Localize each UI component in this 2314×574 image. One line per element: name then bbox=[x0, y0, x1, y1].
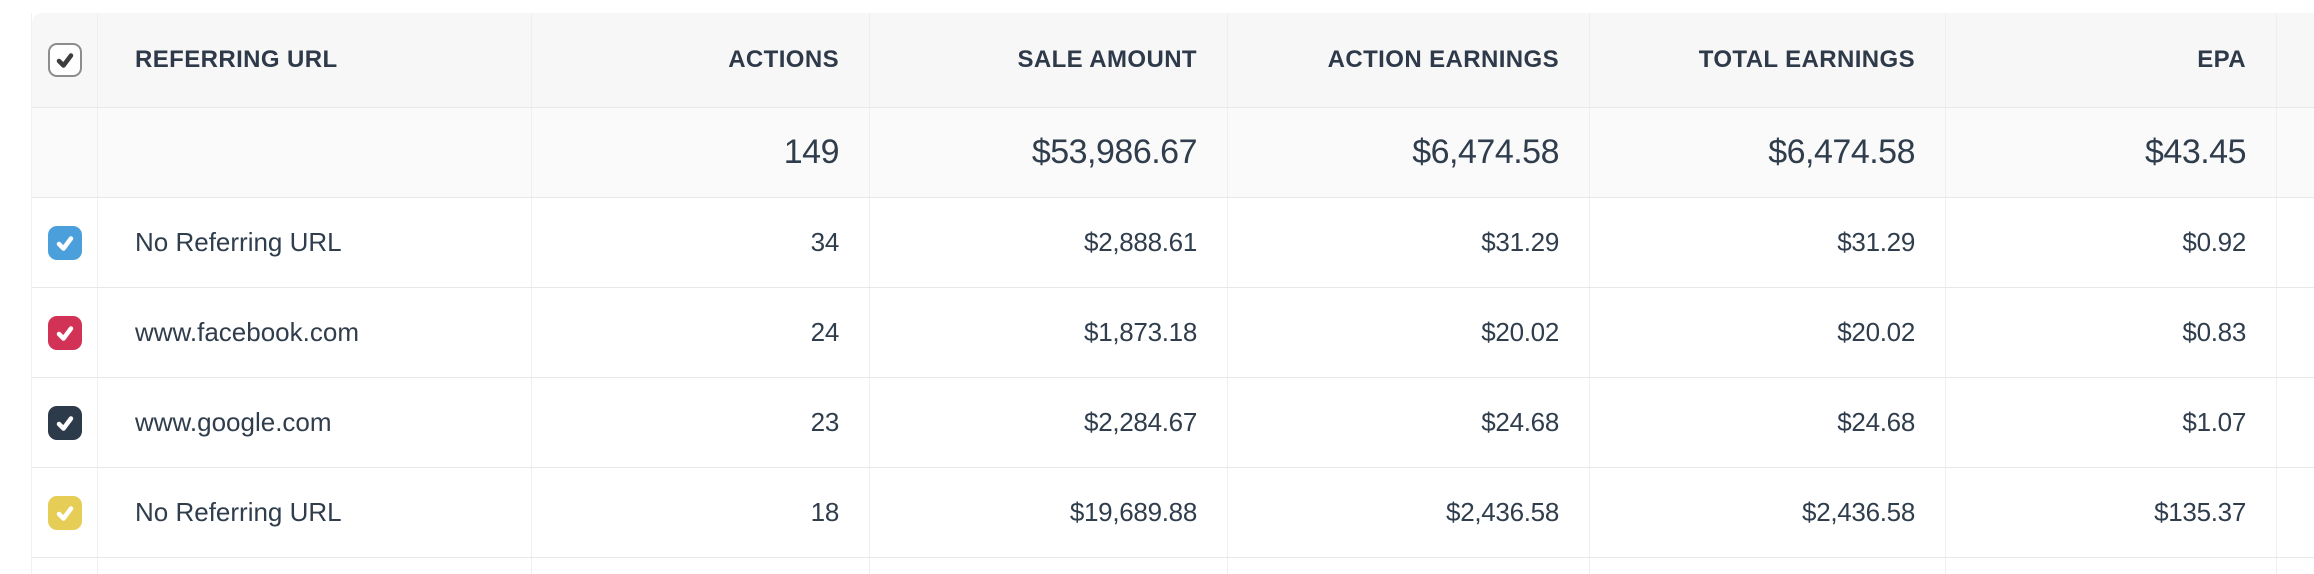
total-earnings-cell: $24.68 bbox=[1590, 378, 1946, 467]
total-earnings-cell: $31.29 bbox=[1590, 198, 1946, 287]
referring-url-cell bbox=[98, 558, 532, 574]
totals-action-earnings: $6,474.58 bbox=[1228, 108, 1590, 197]
row-checkbox[interactable] bbox=[47, 405, 82, 440]
totals-sale-amount: $53,986.67 bbox=[870, 108, 1228, 197]
totals-row: 149 $53,986.67 $6,474.58 $6,474.58 $43.4… bbox=[32, 108, 2314, 198]
actions-cell: 34 bbox=[532, 198, 870, 287]
check-icon bbox=[56, 415, 73, 431]
row-checkbox[interactable] bbox=[47, 315, 82, 350]
table-row: www.google.com 23 $2,284.67 $24.68 $24.6… bbox=[32, 378, 2314, 468]
row-select-cell bbox=[32, 468, 98, 557]
sale-amount-cell: $1,873.18 bbox=[870, 288, 1228, 377]
referring-url-cell: No Referring URL bbox=[98, 468, 532, 557]
referring-url-report-table: REFERRING URL ACTIONS SALE AMOUNT ACTION… bbox=[31, 13, 2314, 574]
actions-cell bbox=[532, 558, 870, 574]
actions-cell: 23 bbox=[532, 378, 870, 467]
select-all-cell bbox=[32, 13, 98, 107]
epa-cell: $135.37 bbox=[1946, 468, 2277, 557]
action-earnings-cell: $2,436.58 bbox=[1228, 468, 1590, 557]
action-earnings-cell bbox=[1228, 558, 1590, 574]
actions-cell: 24 bbox=[532, 288, 870, 377]
referring-url-cell: www.facebook.com bbox=[98, 288, 532, 377]
row-select-cell bbox=[32, 378, 98, 467]
check-icon bbox=[56, 505, 73, 521]
referring-url-cell: No Referring URL bbox=[98, 198, 532, 287]
select-all-checkbox[interactable] bbox=[47, 43, 82, 77]
total-earnings-cell: $2,436.58 bbox=[1590, 468, 1946, 557]
totals-epa: $43.45 bbox=[1946, 108, 2277, 197]
epa-cell: $1.07 bbox=[1946, 378, 2277, 467]
overflow-column-stub bbox=[2277, 108, 2314, 197]
overflow-column-stub bbox=[2277, 558, 2314, 574]
partial-table-row bbox=[32, 558, 2314, 574]
totals-empty-cell bbox=[32, 108, 98, 197]
column-header-referring-url[interactable]: REFERRING URL bbox=[98, 13, 532, 107]
overflow-column-stub bbox=[2277, 288, 2314, 377]
column-header-sale-amount[interactable]: SALE AMOUNT bbox=[870, 13, 1228, 107]
column-header-action-earnings[interactable]: ACTION EARNINGS bbox=[1228, 13, 1590, 107]
check-icon bbox=[56, 53, 73, 68]
check-icon bbox=[56, 235, 73, 251]
overflow-column-stub bbox=[2277, 13, 2314, 107]
epa-cell: $0.92 bbox=[1946, 198, 2277, 287]
sale-amount-cell: $2,284.67 bbox=[870, 378, 1228, 467]
row-checkbox[interactable] bbox=[47, 495, 82, 530]
actions-cell: 18 bbox=[532, 468, 870, 557]
action-earnings-cell: $31.29 bbox=[1228, 198, 1590, 287]
totals-actions: 149 bbox=[532, 108, 870, 197]
epa-cell bbox=[1946, 558, 2277, 574]
row-select-cell bbox=[32, 198, 98, 287]
table-header-row: REFERRING URL ACTIONS SALE AMOUNT ACTION… bbox=[32, 13, 2314, 108]
sale-amount-cell: $2,888.61 bbox=[870, 198, 1228, 287]
table-row: No Referring URL 34 $2,888.61 $31.29 $31… bbox=[32, 198, 2314, 288]
epa-cell: $0.83 bbox=[1946, 288, 2277, 377]
column-header-total-earnings[interactable]: TOTAL EARNINGS bbox=[1590, 13, 1946, 107]
totals-total-earnings: $6,474.58 bbox=[1590, 108, 1946, 197]
sale-amount-cell bbox=[870, 558, 1228, 574]
referring-url-cell: www.google.com bbox=[98, 378, 532, 467]
table-row: www.facebook.com 24 $1,873.18 $20.02 $20… bbox=[32, 288, 2314, 378]
action-earnings-cell: $20.02 bbox=[1228, 288, 1590, 377]
overflow-column-stub bbox=[2277, 378, 2314, 467]
column-header-epa[interactable]: EPA bbox=[1946, 13, 2277, 107]
total-earnings-cell: $20.02 bbox=[1590, 288, 1946, 377]
action-earnings-cell: $24.68 bbox=[1228, 378, 1590, 467]
sale-amount-cell: $19,689.88 bbox=[870, 468, 1228, 557]
row-checkbox[interactable] bbox=[47, 225, 82, 260]
column-header-actions[interactable]: ACTIONS bbox=[532, 13, 870, 107]
overflow-column-stub bbox=[2277, 468, 2314, 557]
check-icon bbox=[56, 325, 73, 341]
table-row: No Referring URL 18 $19,689.88 $2,436.58… bbox=[32, 468, 2314, 558]
total-earnings-cell bbox=[1590, 558, 1946, 574]
row-select-cell bbox=[32, 288, 98, 377]
totals-empty-cell bbox=[98, 108, 532, 197]
row-select-cell bbox=[32, 558, 98, 574]
overflow-column-stub bbox=[2277, 198, 2314, 287]
